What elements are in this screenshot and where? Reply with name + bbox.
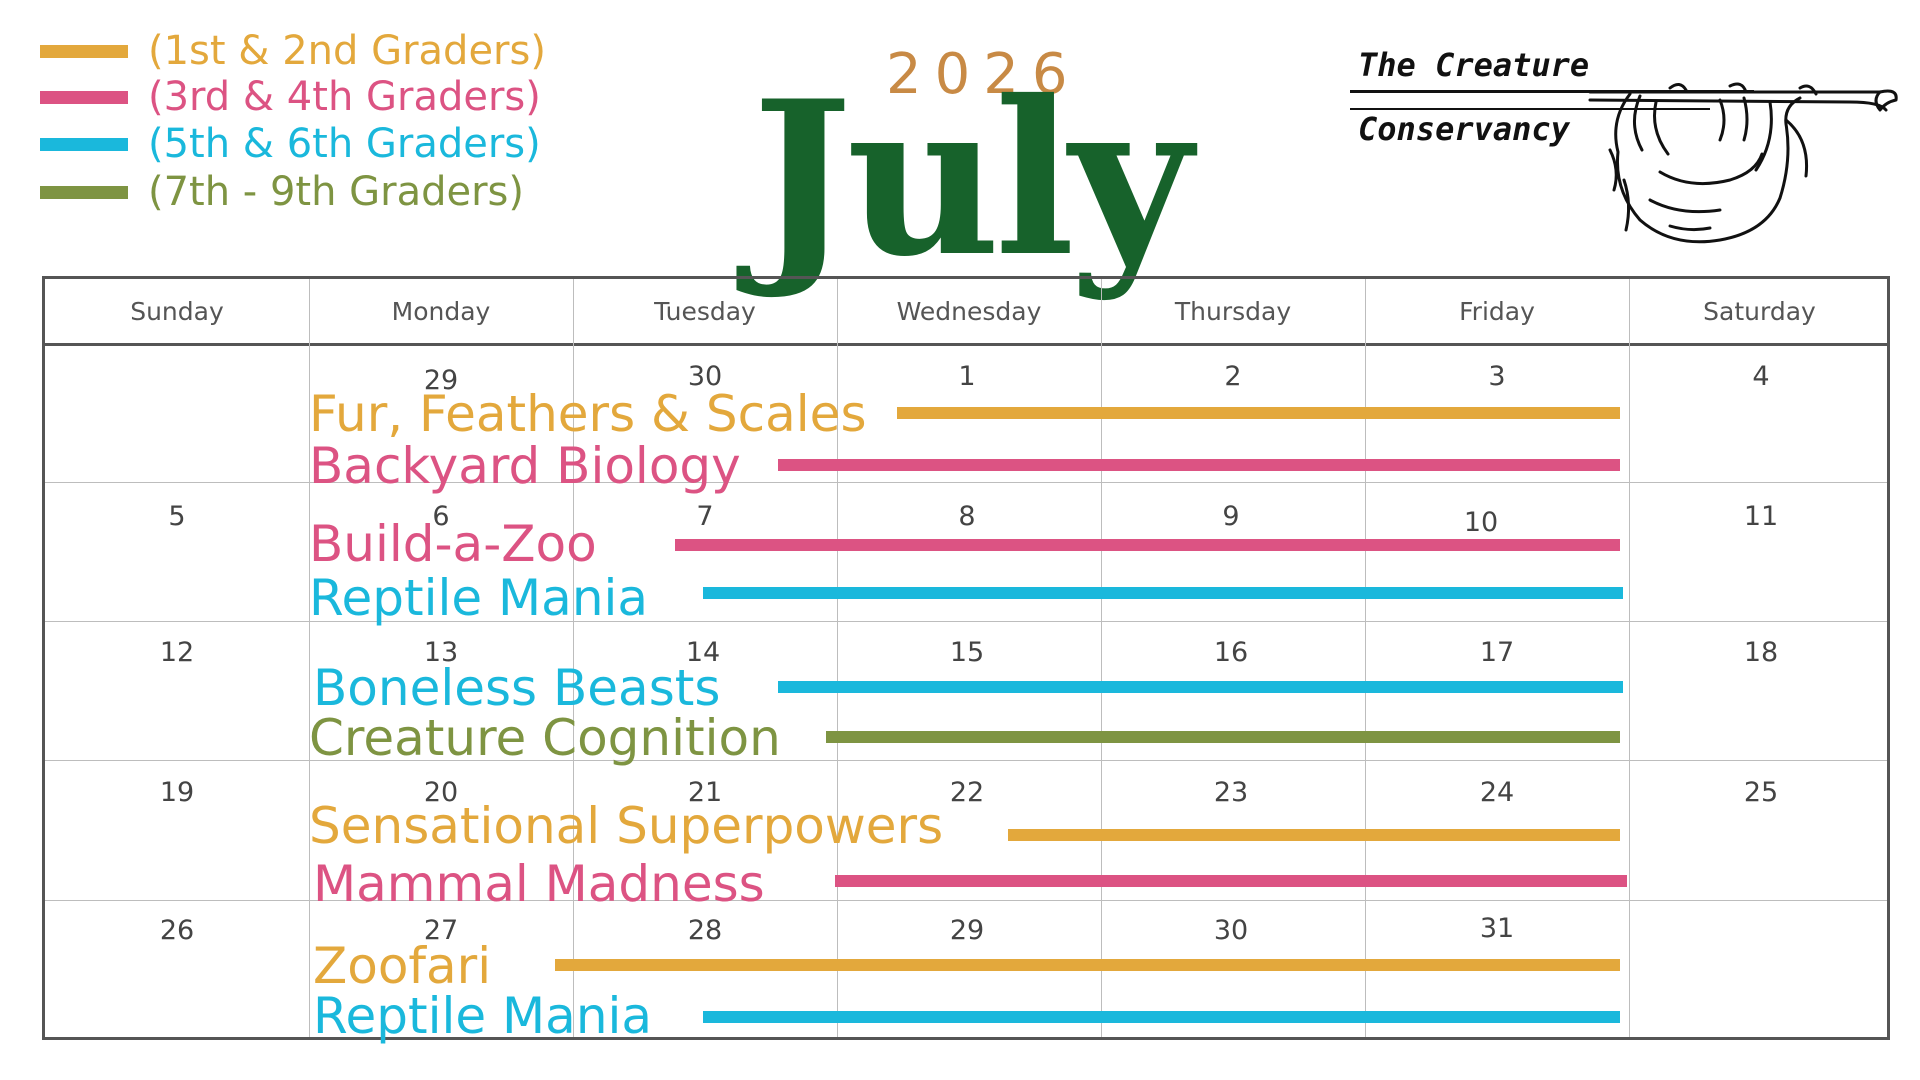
event-label: Sensational Superpowers — [309, 797, 944, 855]
grid-line — [45, 900, 1887, 901]
day-header-saturday: Saturday — [1703, 296, 1816, 326]
date-cell: 22 — [949, 777, 985, 808]
date-cell: 2 — [1224, 361, 1242, 392]
date-cell: 23 — [1213, 777, 1249, 808]
date-cell: 25 — [1743, 777, 1779, 808]
grid-line — [45, 760, 1887, 761]
grid-line — [309, 279, 310, 1037]
date-cell: 4 — [1752, 361, 1770, 392]
calendar-header-row: Sunday Monday Tuesday Wednesday Thursday… — [45, 279, 1887, 346]
event-label: Backyard Biology — [309, 437, 741, 495]
legend-swatch — [40, 90, 128, 104]
event-label: Zoofari — [313, 937, 492, 995]
day-header-sunday: Sunday — [130, 296, 224, 326]
date-cell: 27 — [423, 915, 459, 946]
legend-item-5th-6th: (5th & 6th Graders) — [40, 121, 541, 167]
date-cell: 24 — [1479, 777, 1515, 808]
date-cell: 13 — [423, 637, 459, 668]
date-cell: 29 — [423, 365, 459, 396]
event-bar — [703, 587, 1623, 599]
date-cell: 11 — [1743, 501, 1779, 532]
grid-line — [1365, 279, 1366, 1037]
date-cell: 10 — [1463, 507, 1499, 538]
legend-swatch — [40, 137, 128, 151]
event-label: Creature Cognition — [309, 709, 781, 767]
event-bar — [826, 731, 1620, 743]
date-cell: 31 — [1479, 913, 1515, 944]
legend-label: (1st & 2nd Graders) — [148, 28, 546, 74]
date-cell: 15 — [949, 637, 985, 668]
grid-line — [45, 621, 1887, 622]
legend-item-7th-9th: (7th - 9th Graders) — [40, 169, 524, 215]
event-bar — [897, 407, 1620, 419]
date-cell: 18 — [1743, 637, 1779, 668]
event-bar — [555, 959, 1620, 971]
date-cell: 6 — [432, 501, 450, 532]
date-cell: 17 — [1479, 637, 1515, 668]
day-header-tuesday: Tuesday — [654, 296, 756, 326]
event-label: Fur, Feathers & Scales — [309, 385, 867, 443]
date-cell: 29 — [949, 915, 985, 946]
grid-line — [45, 482, 1887, 483]
legend-swatch — [40, 44, 128, 58]
date-cell: 14 — [685, 637, 721, 668]
date-cell: 7 — [696, 501, 714, 532]
grid-line — [1629, 279, 1630, 1037]
day-header-wednesday: Wednesday — [896, 296, 1042, 326]
day-header-monday: Monday — [391, 296, 491, 326]
event-bar — [835, 875, 1627, 887]
legend-item-3rd-4th: (3rd & 4th Graders) — [40, 74, 541, 120]
grid-line — [1101, 279, 1102, 1037]
date-cell: 1 — [958, 361, 976, 392]
date-cell: 19 — [159, 777, 195, 808]
logo-line-2: Conservancy — [1358, 110, 1570, 148]
event-label: Reptile Mania — [313, 987, 653, 1045]
legend-label: (7th - 9th Graders) — [148, 169, 524, 215]
event-bar — [778, 681, 1623, 693]
event-bar — [703, 1011, 1620, 1023]
legend-label: (3rd & 4th Graders) — [148, 74, 541, 120]
sloth-on-branch-icon — [1588, 82, 1898, 244]
date-cell: 3 — [1488, 361, 1506, 392]
date-cell: 30 — [1213, 915, 1249, 946]
event-label: Reptile Mania — [309, 569, 649, 627]
grid-line — [837, 279, 838, 1037]
date-cell: 12 — [159, 637, 195, 668]
date-cell: 30 — [687, 361, 723, 392]
legend-item-1st-2nd: (1st & 2nd Graders) — [40, 28, 546, 74]
logo-line-1: The Creature — [1358, 46, 1590, 84]
legend-label: (5th & 6th Graders) — [148, 121, 541, 167]
calendar-grid: Sunday Monday Tuesday Wednesday Thursday… — [42, 276, 1890, 1045]
day-header-thursday: Thursday — [1174, 296, 1292, 326]
date-cell: 16 — [1213, 637, 1249, 668]
grid-line — [573, 279, 574, 1037]
date-cell: 20 — [423, 777, 459, 808]
event-label: Boneless Beasts — [313, 659, 721, 717]
date-cell: 21 — [687, 777, 723, 808]
day-header-friday: Friday — [1459, 296, 1535, 326]
date-cell: 9 — [1222, 501, 1240, 532]
event-bar — [675, 539, 1620, 551]
event-bar — [778, 459, 1620, 471]
logo-rule-top — [1350, 90, 1754, 93]
date-cell: 28 — [687, 915, 723, 946]
event-label: Build-a-Zoo — [309, 515, 597, 573]
logo-rule-bottom — [1350, 108, 1710, 110]
legend-swatch — [40, 185, 128, 199]
month-heading: July — [752, 54, 1192, 303]
date-cell: 26 — [159, 915, 195, 946]
event-label: Mammal Madness — [313, 855, 765, 913]
date-cell: 5 — [168, 501, 186, 532]
date-cell: 8 — [958, 501, 976, 532]
year-heading: 2026 — [886, 42, 1081, 107]
event-bar — [1008, 829, 1620, 841]
